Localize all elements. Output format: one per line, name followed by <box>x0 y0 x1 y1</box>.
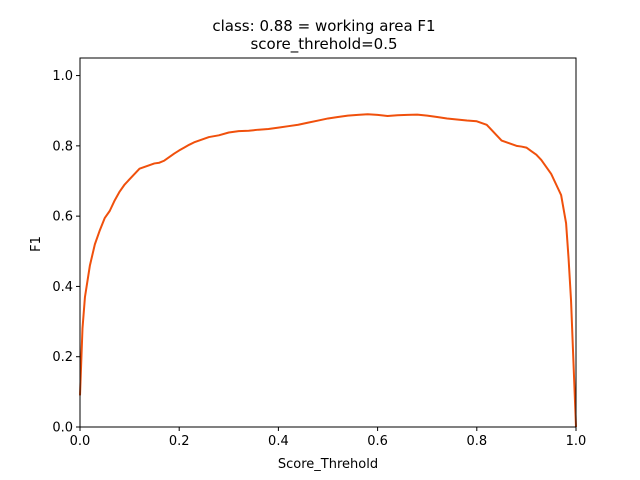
y-tick-label: 0.8 <box>52 139 73 154</box>
x-tick-label: 1.0 <box>566 434 587 449</box>
y-tick-label: 0.6 <box>52 210 73 225</box>
y-tick-label: 1.0 <box>52 69 73 84</box>
series-line-0 <box>79 113 577 428</box>
x-axis-label: Score_Threhold <box>278 457 378 472</box>
chart-title: class: 0.88 = working area F1 <box>212 17 435 35</box>
plot-frame <box>79 57 577 428</box>
plot-area: 0.0 0.2 0.4 0.6 0.8 1.0 0.0 0.2 0.4 0.6 0.8 1.0 <box>52 57 587 449</box>
x-tick-label: 0.8 <box>466 434 487 449</box>
y-tick-label: 0.4 <box>52 280 73 295</box>
chart-subtitle: score_threhold=0.5 <box>250 35 397 54</box>
y-axis-label: F1 <box>29 236 44 252</box>
x-tick-label: 0.4 <box>268 434 289 449</box>
x-tick-label: 0.6 <box>367 434 388 449</box>
y-tick-label: 0.2 <box>52 350 73 365</box>
x-tick-label: 0.2 <box>169 434 190 449</box>
y-tick-label: 0.0 <box>52 421 73 436</box>
x-tick-label: 0.0 <box>70 434 91 449</box>
